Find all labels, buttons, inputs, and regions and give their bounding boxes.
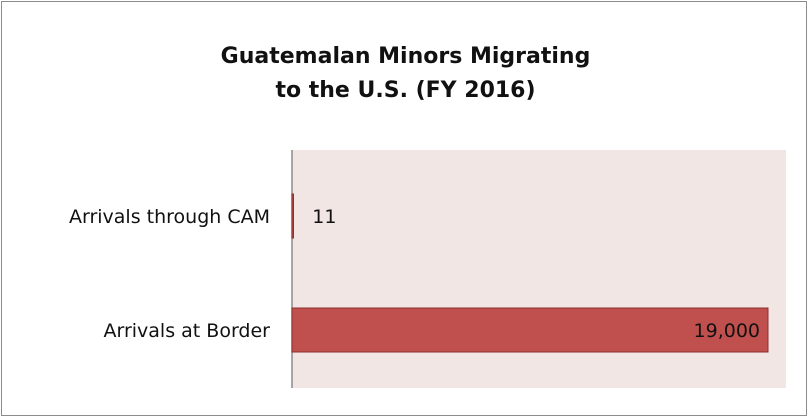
data-label-1: 19,000 (694, 320, 760, 342)
bar-0 (291, 193, 294, 239)
chart-title-line-2: to the U.S. (FY 2016) (275, 78, 536, 103)
category-label-0: Arrivals through CAM (69, 206, 270, 228)
category-label-1: Arrivals at Border (103, 320, 270, 342)
data-label-0: 11 (312, 206, 336, 228)
bar-1 (291, 307, 769, 353)
chart-title: Guatemalan Minors Migrating to the U.S. … (0, 40, 811, 108)
chart-title-line-1: Guatemalan Minors Migrating (220, 44, 591, 69)
